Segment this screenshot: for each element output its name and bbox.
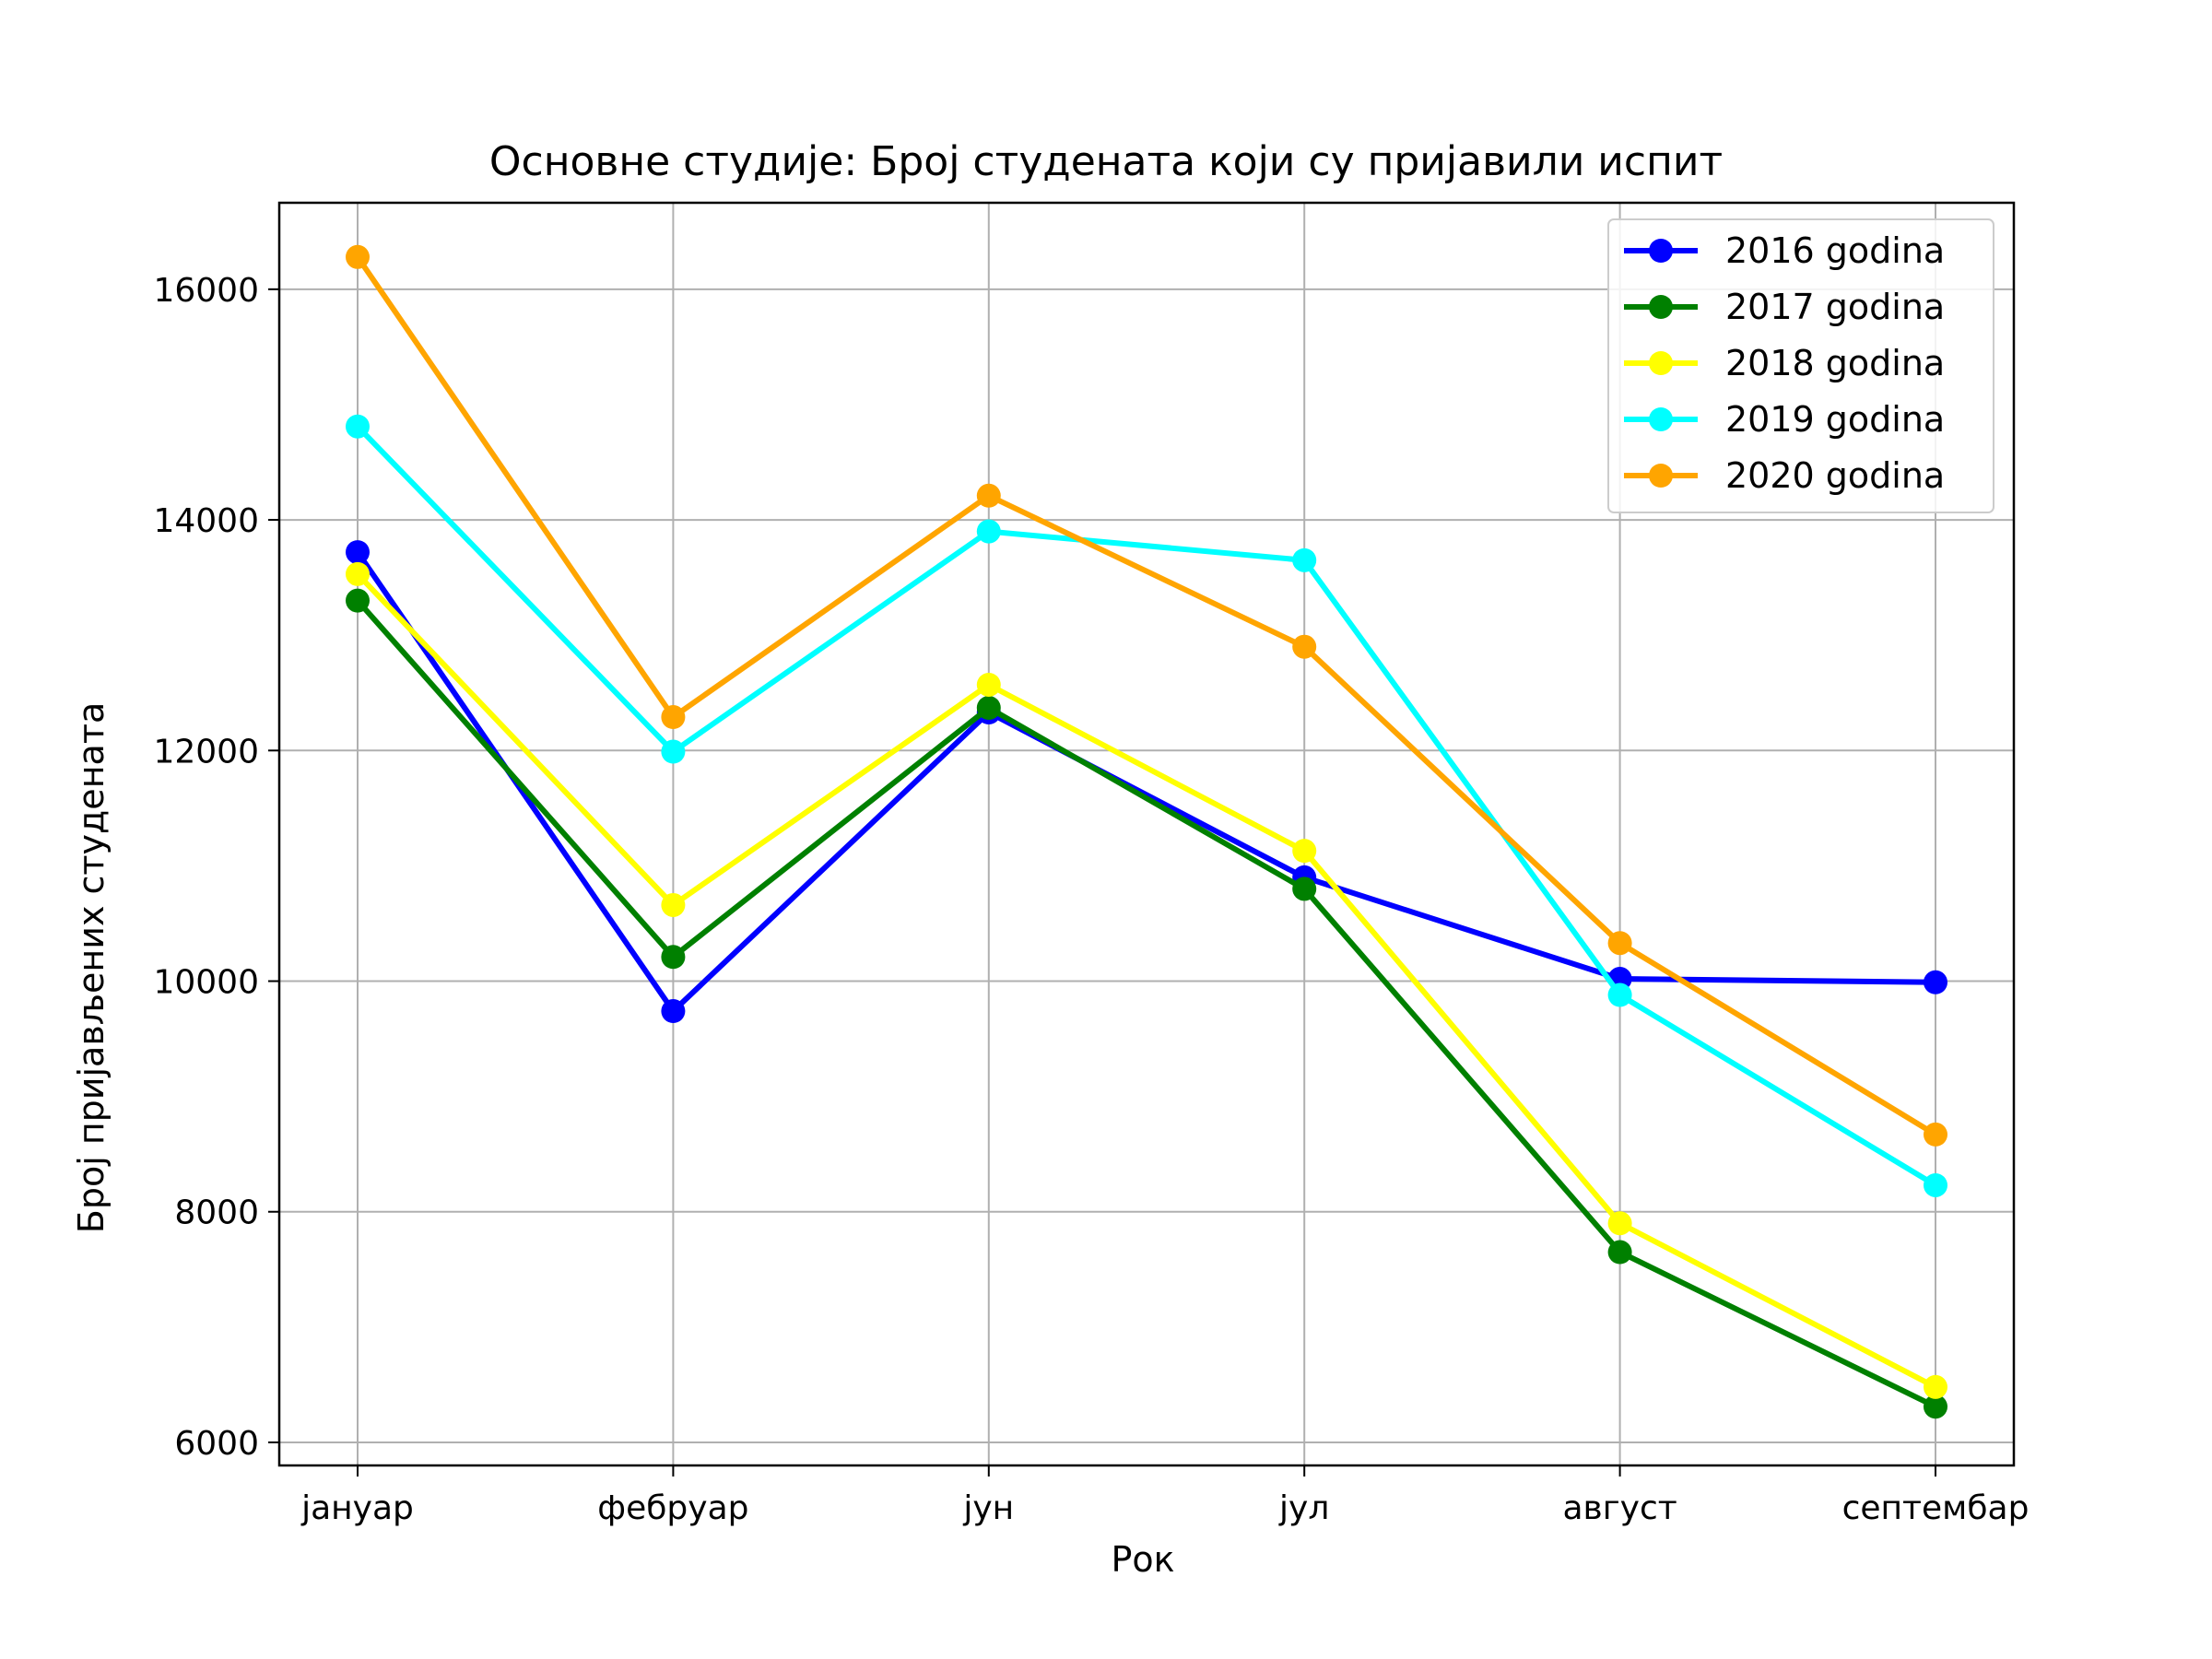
y-tick-label: 10000: [153, 964, 259, 1002]
data-point: [1607, 1240, 1632, 1265]
legend-item: 2017 godina: [1624, 287, 1945, 327]
x-tick-label: јануар: [300, 1489, 414, 1527]
data-point: [1292, 839, 1317, 864]
y-tick-label: 12000: [153, 733, 259, 771]
legend-marker: [1649, 295, 1673, 319]
x-tick-label: август: [1562, 1489, 1677, 1527]
legend-item: 2020 godina: [1624, 455, 1945, 496]
data-point: [1607, 982, 1632, 1007]
series-line: [355, 550, 1936, 1015]
series-3: [346, 414, 1947, 1197]
series-line: [355, 598, 1937, 1409]
x-tick-label: септембар: [1842, 1489, 2030, 1527]
legend-marker: [1649, 239, 1673, 263]
data-point: [1924, 1374, 1947, 1399]
data-point: [661, 739, 686, 764]
series-0: [346, 540, 1947, 1024]
data-point: [1292, 547, 1317, 572]
series-layer: [346, 244, 1947, 1419]
data-point: [1924, 970, 1947, 994]
series-line: [355, 571, 1937, 1390]
data-point: [346, 561, 370, 586]
legend-marker: [1649, 407, 1673, 431]
data-point: [346, 244, 370, 269]
series-4: [346, 244, 1947, 1147]
data-point: [976, 519, 1001, 544]
y-axis-label: Број пријављених студената: [71, 702, 112, 1233]
tick-labels: јануар фебруар јун јул август септембар 6000 80…: [153, 272, 2029, 1527]
legend-marker: [1649, 464, 1673, 488]
legend-label: 2020 godina: [1725, 455, 1945, 496]
data-point: [661, 892, 686, 917]
data-point: [1924, 1122, 1947, 1147]
legend-label: 2017 godina: [1725, 287, 1945, 327]
plot-frame: [277, 201, 2016, 1467]
series-line: [355, 255, 1937, 1137]
data-point: [346, 414, 370, 439]
data-point: [976, 672, 1001, 697]
y-tick-label: 14000: [153, 502, 259, 540]
data-point: [1607, 931, 1632, 956]
data-point: [346, 588, 370, 613]
series-2: [346, 561, 1947, 1399]
legend-label: 2016 godina: [1725, 230, 1945, 271]
data-point: [1292, 634, 1317, 659]
legend: 2016 godina 2017 godina 2018 godina 2019 go…: [1607, 218, 1994, 513]
legend-item: 2019 godina: [1624, 399, 1945, 440]
data-point: [976, 696, 1001, 720]
data-point: [1607, 1211, 1632, 1236]
data-point: [661, 705, 686, 730]
axes: [268, 201, 2016, 1477]
chart-title: Основне студије: Број студената који су …: [489, 138, 1723, 185]
data-point: [976, 483, 1001, 508]
series-line: [355, 424, 1937, 1188]
x-tick-label: јул: [1278, 1489, 1329, 1527]
legend-item: 2016 godina: [1624, 230, 1945, 271]
data-point: [1924, 1394, 1947, 1419]
series-1: [346, 588, 1947, 1419]
data-point: [661, 945, 686, 970]
legend-label: 2019 godina: [1725, 399, 1945, 440]
x-tick-label: јун: [962, 1489, 1014, 1527]
data-point: [1292, 877, 1317, 901]
data-point: [346, 540, 370, 565]
y-tick-label: 8000: [174, 1194, 259, 1232]
legend-item: 2018 godina: [1624, 343, 1945, 383]
x-tick-label: фебруар: [597, 1489, 748, 1527]
data-point: [1924, 1172, 1947, 1197]
legend-label: 2018 godina: [1725, 343, 1945, 383]
y-tick-label: 16000: [153, 272, 259, 310]
y-tick-label: 6000: [174, 1425, 259, 1463]
x-axis-label: Рок: [1111, 1539, 1174, 1580]
legend-marker: [1649, 351, 1673, 375]
data-point: [661, 999, 686, 1024]
legend-box: [1607, 218, 1994, 513]
